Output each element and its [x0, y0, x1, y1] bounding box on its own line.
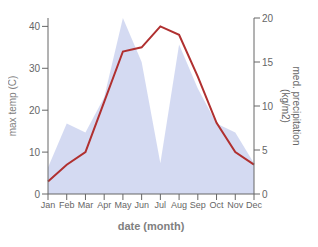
svg-text:40: 40 — [29, 21, 41, 32]
svg-text:med. precipitation(kg/m2): med. precipitation(kg/m2) — [280, 67, 302, 146]
svg-text:Sep: Sep — [190, 200, 206, 210]
svg-text:Oct: Oct — [210, 200, 225, 210]
svg-text:0: 0 — [262, 189, 268, 200]
svg-text:0: 0 — [34, 189, 40, 200]
svg-text:Aug: Aug — [171, 200, 187, 210]
svg-text:max temp (C): max temp (C) — [8, 76, 18, 137]
svg-text:20: 20 — [262, 13, 274, 24]
svg-text:20: 20 — [29, 105, 41, 116]
svg-text:Feb: Feb — [59, 200, 75, 210]
svg-text:30: 30 — [29, 63, 41, 74]
svg-text:Jun: Jun — [134, 200, 149, 210]
svg-text:Dec: Dec — [246, 200, 263, 210]
svg-text:May: May — [114, 200, 132, 210]
svg-text:5: 5 — [262, 145, 268, 156]
svg-text:Jul: Jul — [155, 200, 167, 210]
svg-text:15: 15 — [262, 57, 274, 68]
svg-text:10: 10 — [29, 147, 41, 158]
svg-text:Nov: Nov — [227, 200, 244, 210]
svg-text:Mar: Mar — [78, 200, 94, 210]
svg-text:date (month): date (month) — [118, 220, 185, 232]
svg-text:Apr: Apr — [97, 200, 111, 210]
svg-text:10: 10 — [262, 101, 274, 112]
svg-text:Jan: Jan — [41, 200, 56, 210]
